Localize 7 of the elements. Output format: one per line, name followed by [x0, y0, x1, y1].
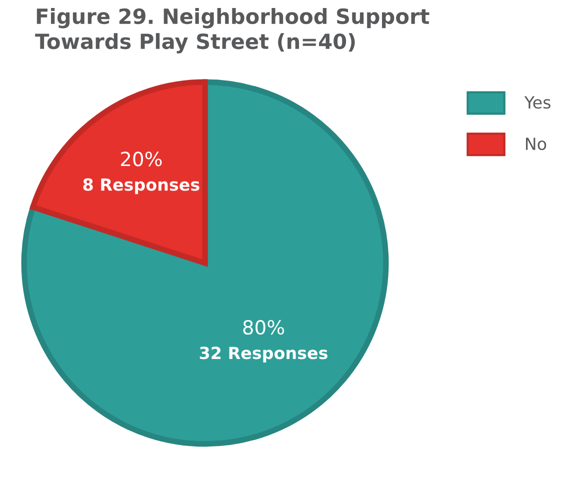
legend-label: No — [526, 138, 546, 150]
data-label: 80% — [243, 320, 284, 335]
data-label: 20% — [121, 152, 162, 166]
text: 8 Responses — [83, 178, 200, 194]
text: 32 Responses — [200, 346, 328, 362]
chart-title: Figure 29. Neighborhood Support Towards Play Street (n=40) — [35, 8, 430, 54]
legend-label: Yes — [524, 96, 550, 109]
